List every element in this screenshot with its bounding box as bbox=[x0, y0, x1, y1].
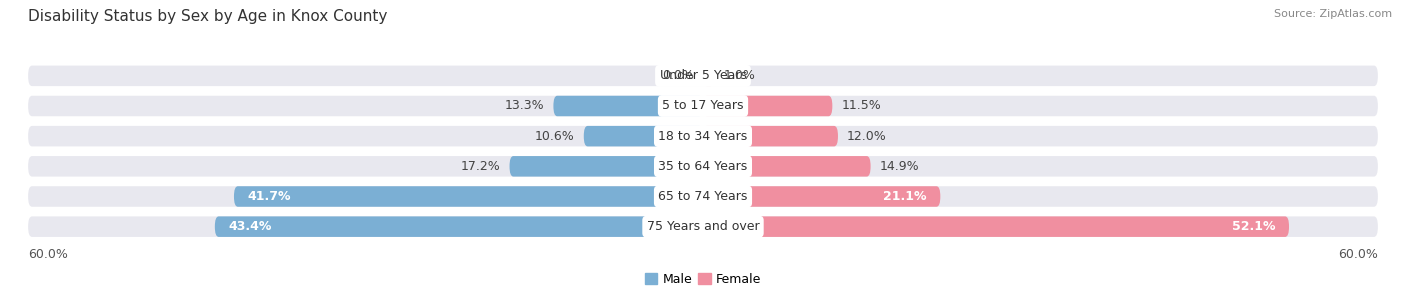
Text: 75 Years and over: 75 Years and over bbox=[647, 220, 759, 233]
Text: 11.5%: 11.5% bbox=[841, 99, 882, 112]
FancyBboxPatch shape bbox=[509, 156, 703, 177]
FancyBboxPatch shape bbox=[703, 186, 941, 207]
Text: 60.0%: 60.0% bbox=[1339, 248, 1378, 261]
FancyBboxPatch shape bbox=[28, 186, 1378, 207]
Text: 60.0%: 60.0% bbox=[28, 248, 67, 261]
Text: 13.3%: 13.3% bbox=[505, 99, 544, 112]
Text: 35 to 64 Years: 35 to 64 Years bbox=[658, 160, 748, 173]
FancyBboxPatch shape bbox=[28, 66, 1378, 86]
Text: Disability Status by Sex by Age in Knox County: Disability Status by Sex by Age in Knox … bbox=[28, 9, 388, 24]
Text: 14.9%: 14.9% bbox=[880, 160, 920, 173]
Legend: Male, Female: Male, Female bbox=[645, 273, 761, 286]
Text: 65 to 74 Years: 65 to 74 Years bbox=[658, 190, 748, 203]
Text: 17.2%: 17.2% bbox=[461, 160, 501, 173]
FancyBboxPatch shape bbox=[28, 156, 1378, 177]
Text: 43.4%: 43.4% bbox=[228, 220, 271, 233]
Text: 1.0%: 1.0% bbox=[723, 69, 755, 82]
FancyBboxPatch shape bbox=[703, 96, 832, 116]
Text: 0.0%: 0.0% bbox=[662, 69, 695, 82]
Text: 12.0%: 12.0% bbox=[846, 130, 887, 143]
Text: 10.6%: 10.6% bbox=[536, 130, 575, 143]
FancyBboxPatch shape bbox=[703, 216, 1289, 237]
FancyBboxPatch shape bbox=[703, 126, 838, 147]
FancyBboxPatch shape bbox=[703, 66, 714, 86]
FancyBboxPatch shape bbox=[28, 216, 1378, 237]
FancyBboxPatch shape bbox=[554, 96, 703, 116]
Text: Source: ZipAtlas.com: Source: ZipAtlas.com bbox=[1274, 9, 1392, 19]
Text: 21.1%: 21.1% bbox=[883, 190, 927, 203]
Text: Under 5 Years: Under 5 Years bbox=[659, 69, 747, 82]
FancyBboxPatch shape bbox=[215, 216, 703, 237]
Text: 5 to 17 Years: 5 to 17 Years bbox=[662, 99, 744, 112]
Text: 52.1%: 52.1% bbox=[1232, 220, 1275, 233]
FancyBboxPatch shape bbox=[28, 96, 1378, 116]
FancyBboxPatch shape bbox=[28, 126, 1378, 147]
FancyBboxPatch shape bbox=[583, 126, 703, 147]
Text: 18 to 34 Years: 18 to 34 Years bbox=[658, 130, 748, 143]
FancyBboxPatch shape bbox=[703, 156, 870, 177]
FancyBboxPatch shape bbox=[233, 186, 703, 207]
Text: 41.7%: 41.7% bbox=[247, 190, 291, 203]
